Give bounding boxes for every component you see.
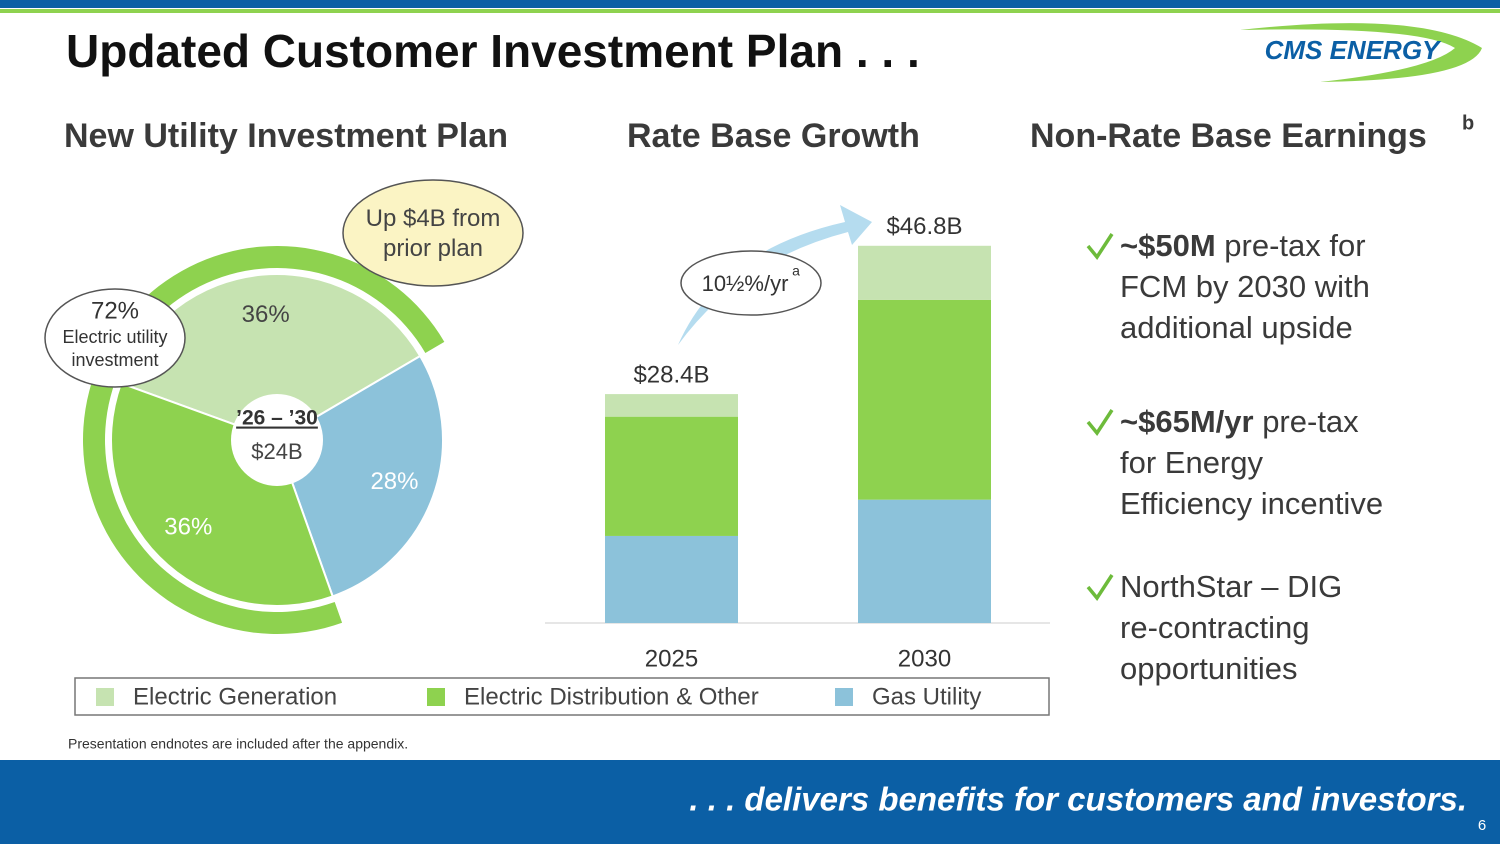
bullet-line: Efficiency incentive xyxy=(1120,486,1383,521)
growth-arrow xyxy=(678,205,872,345)
logo-swoosh xyxy=(1240,23,1482,82)
bullet-line: FCM by 2030 with xyxy=(1120,269,1370,304)
callout-bubble xyxy=(342,179,524,287)
pie-label: 36% xyxy=(242,301,290,328)
heading-note: b xyxy=(1462,112,1474,134)
ring-label: 72% xyxy=(91,297,139,324)
checkmark xyxy=(1086,233,1114,260)
footer: . . . delivers benefits for customers an… xyxy=(689,781,1467,818)
ring-text: Electric utility investment xyxy=(62,327,167,370)
bullet-line: for Energy xyxy=(1120,445,1264,480)
pie-label: 28% xyxy=(370,468,418,495)
x-tick-label: 2025 xyxy=(645,645,698,672)
heading: Non-Rate Base Earnings xyxy=(1030,117,1427,155)
top-band xyxy=(0,0,1500,8)
x-tick-label: 2030 xyxy=(898,645,951,672)
bullet-line: NorthStar – DIG xyxy=(1120,569,1342,604)
checkmark xyxy=(1086,409,1114,436)
total-label: $28.4B xyxy=(633,361,709,388)
logo: CMS ENERGY xyxy=(1265,35,1442,65)
growth-label: 10½%/yr xyxy=(702,271,789,296)
pie-slice xyxy=(275,354,444,598)
bullet-text: pre-tax xyxy=(1254,404,1360,439)
pie-label: 36% xyxy=(164,513,212,540)
callout-text: Up $4B from prior plan xyxy=(366,205,501,262)
bar-segment xyxy=(605,394,738,417)
legend-label: Electric Distribution & Other xyxy=(464,683,759,710)
title: Updated Customer Investment Plan . . . xyxy=(66,25,920,77)
bar-segment xyxy=(605,535,738,623)
note: Presentation endnotes are included after… xyxy=(68,736,408,752)
legend-swatch xyxy=(835,688,853,706)
legend-swatch xyxy=(96,688,114,706)
heading: New Utility Investment Plan xyxy=(64,117,508,155)
growth-bubble xyxy=(680,250,822,316)
heading: Rate Base Growth xyxy=(627,117,920,155)
bar-segment xyxy=(858,299,991,500)
bullet-bold: ~$65M/yr xyxy=(1120,404,1254,439)
checkmark xyxy=(1086,574,1114,601)
bullet-text: pre-tax for xyxy=(1216,228,1366,263)
bullet-line: additional upside xyxy=(1120,310,1353,345)
bottom-band xyxy=(0,760,1500,844)
bullet-line: ~$65M/yr pre-tax xyxy=(1120,404,1359,439)
center-label: ’26 – ’30 xyxy=(236,407,318,430)
total-label: $46.8B xyxy=(886,213,962,240)
pie-slice xyxy=(110,381,334,607)
legend-swatch xyxy=(427,688,445,706)
bar-segment xyxy=(858,499,991,623)
legend-label: Gas Utility xyxy=(872,683,981,710)
growth-note: a xyxy=(792,263,800,279)
bullet-line: re-contracting xyxy=(1120,610,1310,645)
top-line xyxy=(0,9,1500,13)
center-label: $24B xyxy=(251,439,302,464)
pie-center xyxy=(231,394,323,486)
bullet-bold: ~$50M xyxy=(1120,228,1216,263)
bullet-line: opportunities xyxy=(1120,651,1298,686)
legend-box xyxy=(74,677,1050,716)
legend-label: Electric Generation xyxy=(133,683,337,710)
bullet-line: ~$50M pre-tax for xyxy=(1120,228,1366,263)
callout-bubble xyxy=(44,288,186,388)
page-number: 6 xyxy=(1478,817,1486,834)
bar-segment xyxy=(605,416,738,536)
bar-segment xyxy=(858,245,991,300)
